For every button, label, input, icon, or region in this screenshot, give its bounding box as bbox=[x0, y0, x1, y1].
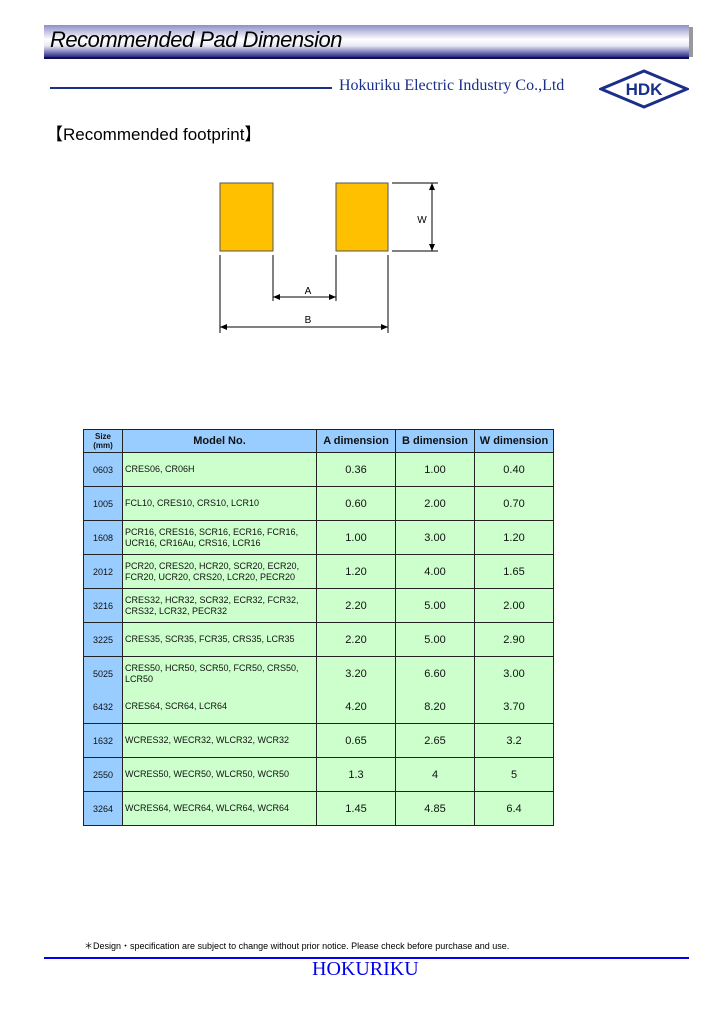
cell-size: 0603 bbox=[83, 452, 123, 487]
cell-size: 5025 bbox=[83, 656, 123, 690]
cell-b: 5.00 bbox=[395, 588, 475, 623]
cell-size: 2550 bbox=[83, 757, 123, 792]
header-rule bbox=[50, 87, 332, 89]
cell-size: 3264 bbox=[83, 791, 123, 826]
table-row: 3264 WCRES64, WECR64, WLCR64, WCR64 1.45 4.… bbox=[83, 791, 554, 826]
label-b: B bbox=[305, 315, 312, 326]
cell-w: 2.00 bbox=[474, 588, 554, 623]
header-model: Model No. bbox=[122, 429, 317, 453]
cell-b: 4.85 bbox=[395, 791, 475, 826]
cell-a: 2.20 bbox=[316, 588, 396, 623]
label-a: A bbox=[305, 286, 312, 297]
footer-brand: HOKURIKU bbox=[312, 958, 419, 980]
cell-w: 5 bbox=[474, 757, 554, 792]
logo-text: HDK bbox=[626, 80, 664, 99]
cell-model: CRES50, HCR50, SCR50, FCR50, CRS50, LCR5… bbox=[122, 656, 317, 690]
cell-model: CRES64, SCR64, LCR64 bbox=[122, 690, 317, 724]
table-row: 0603 CRES06, CR06H 0.36 1.00 0.40 bbox=[83, 452, 554, 487]
table-row: 3216 CRES32, HCR32, SCR32, ECR32, FCR32, … bbox=[83, 588, 554, 623]
cell-size: 1608 bbox=[83, 520, 123, 555]
cell-w: 3.00 bbox=[474, 656, 554, 690]
company-name: Hokuriku Electric Industry Co.,Ltd bbox=[339, 77, 565, 94]
header-a: A dimension bbox=[316, 429, 396, 453]
cell-w: 1.65 bbox=[474, 554, 554, 589]
cell-w: 3.2 bbox=[474, 723, 554, 758]
cell-size: 1005 bbox=[83, 486, 123, 521]
cell-model: FCL10, CRES10, CRS10, LCR10 bbox=[122, 486, 317, 521]
cell-b: 5.00 bbox=[395, 622, 475, 657]
header-size: Size (mm) bbox=[83, 429, 123, 453]
table-row: 6432 CRES64, SCR64, LCR64 4.20 8.20 3.70 bbox=[83, 690, 554, 724]
pad-dimension-table: Size (mm) Model No. A dimension B dimensi… bbox=[83, 429, 554, 826]
table-row: 5025 CRES50, HCR50, SCR50, FCR50, CRS50, … bbox=[83, 656, 554, 690]
table-row: 2550 WCRES50, WECR50, WLCR50, WCR50 1.3 4 5 bbox=[83, 757, 554, 792]
cell-size: 1632 bbox=[83, 723, 123, 758]
title-bar bbox=[44, 25, 689, 59]
cell-size: 2012 bbox=[83, 554, 123, 589]
cell-model: WCRES32, WECR32, WLCR32, WCR32 bbox=[122, 723, 317, 758]
cell-model: CRES35, SCR35, FCR35, CRS35, LCR35 bbox=[122, 622, 317, 657]
title-bar-shadow bbox=[689, 27, 693, 57]
section-title: 【Recommended footprint】 bbox=[46, 125, 262, 144]
cell-w: 0.40 bbox=[474, 452, 554, 487]
pad-right bbox=[335, 182, 389, 252]
cell-size: 6432 bbox=[83, 690, 123, 724]
cell-size: 3225 bbox=[83, 622, 123, 657]
cell-w: 2.90 bbox=[474, 622, 554, 657]
cell-w: 0.70 bbox=[474, 486, 554, 521]
cell-model: WCRES64, WECR64, WLCR64, WCR64 bbox=[122, 791, 317, 826]
cell-model: PCR20, CRES20, HCR20, SCR20, ECR20, FCR2… bbox=[122, 554, 317, 589]
cell-a: 1.3 bbox=[316, 757, 396, 792]
page-title: Recommended Pad Dimension bbox=[50, 27, 343, 52]
cell-b: 8.20 bbox=[395, 690, 475, 724]
cell-a: 1.00 bbox=[316, 520, 396, 555]
table-row: 1005 FCL10, CRES10, CRS10, LCR10 0.60 2.00 0… bbox=[83, 486, 554, 521]
cell-model: CRES06, CR06H bbox=[122, 452, 317, 487]
cell-b: 6.60 bbox=[395, 656, 475, 690]
footprint-diagram: A B W bbox=[219, 182, 438, 333]
table-row: 1608 PCR16, CRES16, SCR16, ECR16, FCR16, … bbox=[83, 520, 554, 555]
cell-a: 2.20 bbox=[316, 622, 396, 657]
pad-left bbox=[219, 182, 274, 252]
table-row: 2012 PCR20, CRES20, HCR20, SCR20, ECR20, … bbox=[83, 554, 554, 589]
cell-a: 3.20 bbox=[316, 656, 396, 690]
footer-rule bbox=[44, 957, 689, 959]
cell-size: 3216 bbox=[83, 588, 123, 623]
cell-b: 3.00 bbox=[395, 520, 475, 555]
cell-a: 0.36 bbox=[316, 452, 396, 487]
cell-b: 4 bbox=[395, 757, 475, 792]
header-b: B dimension bbox=[395, 429, 475, 453]
cell-a: 0.60 bbox=[316, 486, 396, 521]
table-row: 3225 CRES35, SCR35, FCR35, CRS35, LCR35 2.… bbox=[83, 622, 554, 657]
hdk-logo: HDK bbox=[599, 69, 689, 109]
cell-b: 2.65 bbox=[395, 723, 475, 758]
label-w: W bbox=[417, 215, 427, 226]
cell-a: 4.20 bbox=[316, 690, 396, 724]
cell-w: 1.20 bbox=[474, 520, 554, 555]
cell-w: 3.70 bbox=[474, 690, 554, 724]
header-w: W dimension bbox=[474, 429, 554, 453]
cell-a: 1.45 bbox=[316, 791, 396, 826]
disclaimer-note: ＊Design・specification are subject to cha… bbox=[84, 941, 510, 951]
cell-b: 2.00 bbox=[395, 486, 475, 521]
cell-a: 0.65 bbox=[316, 723, 396, 758]
table-row: 1632 WCRES32, WECR32, WLCR32, WCR32 0.65 2.… bbox=[83, 723, 554, 758]
cell-a: 1.20 bbox=[316, 554, 396, 589]
cell-b: 4.00 bbox=[395, 554, 475, 589]
cell-model: PCR16, CRES16, SCR16, ECR16, FCR16, UCR1… bbox=[122, 520, 317, 555]
cell-b: 1.00 bbox=[395, 452, 475, 487]
cell-model: CRES32, HCR32, SCR32, ECR32, FCR32, CRS3… bbox=[122, 588, 317, 623]
cell-model: WCRES50, WECR50, WLCR50, WCR50 bbox=[122, 757, 317, 792]
cell-w: 6.4 bbox=[474, 791, 554, 826]
